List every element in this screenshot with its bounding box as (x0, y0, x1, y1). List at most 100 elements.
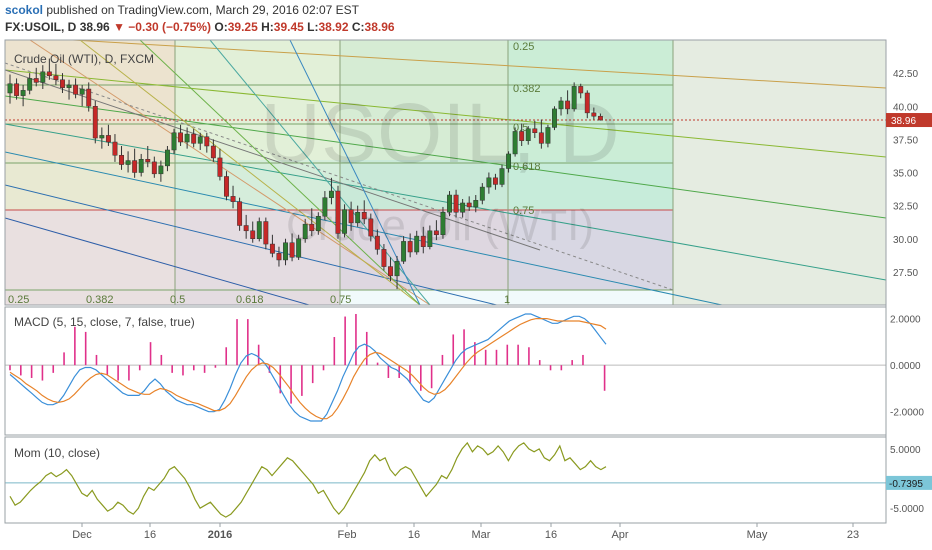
fib-level-label: 0.5 (513, 122, 528, 134)
fib-fan-line (79, 40, 421, 305)
candle-body (381, 249, 387, 267)
candle-body (73, 84, 79, 95)
candle-body (361, 212, 367, 220)
candle-body (145, 159, 151, 163)
fib-fan-line (209, 40, 431, 305)
low-value: 38.92 (318, 20, 349, 34)
time-tick-label: 16 (144, 529, 156, 541)
price-tick-label: 40.00 (893, 102, 918, 113)
price-tick-label: 42.50 (893, 69, 918, 80)
price-tick-label: 30.00 (893, 235, 918, 246)
candle-body (237, 201, 243, 226)
candle-body (125, 160, 131, 165)
candle-body (492, 177, 498, 185)
time-tick-label: Mar (472, 529, 491, 541)
candle-body (545, 127, 551, 144)
watermark-name: Crude Oil (WTI) (286, 201, 594, 250)
macd-line (9, 313, 607, 422)
macd-pane-title: MACD (5, 15, close, 7, false, true) (14, 315, 195, 329)
candle-body (335, 190, 341, 234)
candle-body (355, 212, 361, 224)
candle-body (460, 202, 466, 213)
candle-body (532, 128, 538, 133)
candle-body (210, 145, 216, 159)
candle-body (453, 194, 459, 213)
candle-body (584, 92, 590, 114)
candle-body (20, 90, 26, 96)
candle-body (388, 266, 393, 277)
symbol: FX:USOIL, D (5, 20, 77, 34)
candle-body (164, 149, 170, 167)
candle-body (302, 223, 308, 240)
fib-zone (5, 160, 175, 210)
candle-body (230, 196, 236, 202)
candle-body (466, 202, 472, 208)
last-price-tag-label: 38.96 (891, 116, 916, 127)
fib-zone (340, 40, 508, 160)
candle-body (401, 241, 407, 262)
time-tick-label: 23 (847, 529, 859, 541)
candlestick-series (7, 58, 603, 290)
macd-tick-label: 2.0000 (890, 315, 921, 326)
candle-body (184, 133, 190, 143)
candle-body (538, 132, 544, 144)
down-arrow-icon: ▼ (113, 20, 125, 34)
macd-tick-label: 0.0000 (890, 361, 921, 372)
candle-body (571, 86, 577, 110)
symbol-line: FX:USOIL, D 38.96 ▼ −0.30 (−0.75%) O:39.… (5, 20, 395, 34)
fib-level-label: 0.25 (513, 41, 534, 53)
time-tick-label: 2016 (208, 529, 232, 541)
candle-body (591, 112, 597, 117)
fib-fan-line (64, 40, 886, 89)
candle-body (138, 159, 144, 173)
publish-line: scokol published on TradingView.com, Mar… (5, 3, 359, 17)
candle-body (46, 71, 52, 77)
watermark-symbol: USOIL, D (260, 86, 619, 180)
candle-body (269, 243, 275, 254)
published-text: published on TradingView.com, March 29, … (46, 3, 359, 17)
macd-tick-label: -2.0000 (890, 408, 924, 419)
candle-body (506, 153, 512, 169)
fib-time-label: 0.75 (330, 294, 351, 306)
candle-body (374, 235, 380, 250)
candle-body (66, 84, 72, 88)
candle-body (394, 261, 400, 277)
candle-body (552, 108, 557, 128)
candle-body (296, 238, 302, 258)
candle-body (289, 242, 295, 258)
close-label: C: (351, 20, 365, 34)
fib-fan-line (5, 184, 499, 305)
candle-body (565, 100, 571, 110)
high-value: 39.45 (273, 20, 304, 34)
candle-body (512, 131, 518, 155)
fib-fan-line (139, 40, 421, 305)
fib-time-label: 0.382 (86, 294, 114, 306)
candle-body (407, 241, 413, 253)
mom-value-tag (886, 475, 932, 490)
signal-line (9, 318, 607, 420)
time-tick-label: 16 (545, 529, 557, 541)
high-label: H: (261, 20, 274, 34)
candle-body (132, 160, 138, 173)
candle-body (486, 177, 492, 188)
candle-body (171, 132, 177, 151)
candle-body (99, 135, 105, 139)
author-link[interactable]: scokol (5, 3, 44, 17)
close-value: 38.96 (364, 20, 395, 34)
candle-body (309, 223, 315, 232)
mom-value-tag-label: -0.7395 (889, 479, 923, 490)
candle-body (597, 115, 603, 121)
open-value: 39.25 (227, 20, 258, 34)
time-tick-label: 16 (408, 529, 420, 541)
candle-body (447, 194, 452, 213)
candle-body (368, 218, 374, 237)
fib-zone (340, 210, 508, 290)
mom-tick-label: 5.0000 (890, 445, 921, 456)
time-tick-label: Feb (338, 529, 357, 541)
candle-body (440, 212, 446, 236)
candle-body (479, 186, 485, 201)
candle-body (256, 221, 262, 239)
mom-tick-label: -5.0000 (890, 504, 924, 515)
